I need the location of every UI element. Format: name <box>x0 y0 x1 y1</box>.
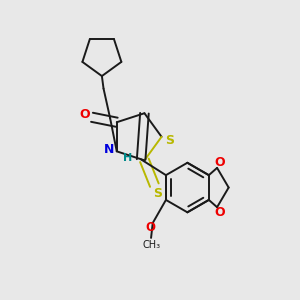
Text: O: O <box>145 221 155 235</box>
Text: O: O <box>214 156 225 170</box>
Text: CH₃: CH₃ <box>142 239 160 250</box>
Text: H: H <box>123 153 133 163</box>
Text: S: S <box>153 187 162 200</box>
Text: O: O <box>80 108 90 121</box>
Text: O: O <box>214 206 225 219</box>
Text: N: N <box>104 143 115 156</box>
Text: S: S <box>165 134 174 147</box>
